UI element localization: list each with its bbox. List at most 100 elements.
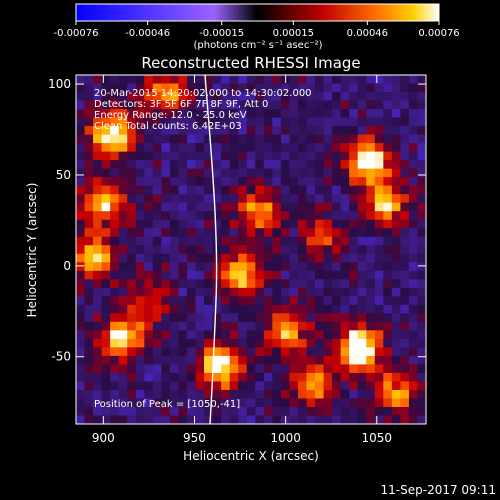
heatmap-cell <box>297 381 308 391</box>
heatmap-cell <box>186 228 197 238</box>
heatmap-cell <box>238 296 248 306</box>
heatmap-cell <box>323 330 333 340</box>
heatmap-cell <box>315 415 325 424</box>
heatmap-cell <box>84 398 94 408</box>
heatmap-cell <box>178 304 188 314</box>
heatmap-cell <box>255 270 265 280</box>
heatmap-cell <box>101 245 111 255</box>
heatmap-cell <box>263 92 273 102</box>
heatmap-cell <box>391 253 401 263</box>
heatmap-cell <box>340 100 350 110</box>
heatmap-cell <box>289 287 299 297</box>
heatmap-cell <box>135 253 145 263</box>
heatmap-cell <box>144 321 154 331</box>
heatmap-cell <box>212 134 222 144</box>
heatmap-cell <box>110 185 120 195</box>
heatmap-cell <box>374 236 384 246</box>
heatmap-cell <box>400 143 410 153</box>
heatmap-cell <box>118 253 128 263</box>
heatmap-cell <box>186 151 197 161</box>
heatmap-cell <box>127 270 137 280</box>
heatmap-cell <box>221 143 231 153</box>
heatmap-cell <box>118 355 128 366</box>
heatmap-cell <box>144 296 154 306</box>
heatmap-cell <box>323 109 333 119</box>
heatmap-cell <box>332 236 342 246</box>
heatmap-cell <box>93 287 103 297</box>
heatmap-cell <box>118 194 128 204</box>
heatmap-cell <box>204 347 214 357</box>
heatmap-cell <box>186 202 197 212</box>
heatmap-cell <box>366 406 376 417</box>
heatmap-cell <box>366 109 376 119</box>
heatmap-cell <box>110 304 120 314</box>
heatmap-cell <box>110 253 120 263</box>
heatmap-cell <box>169 228 180 238</box>
heatmap-cell <box>238 372 248 383</box>
heatmap-cell <box>417 381 426 391</box>
heatmap-cell <box>178 109 188 119</box>
heatmap-cell <box>93 406 103 417</box>
heatmap-cell <box>110 75 120 85</box>
heatmap-cell <box>195 211 205 221</box>
heatmap-cell <box>357 406 367 417</box>
heatmap-cell <box>195 202 205 212</box>
heatmap-cell <box>118 151 128 161</box>
heatmap-cell <box>400 134 410 144</box>
heatmap-cell <box>84 406 94 417</box>
heatmap-cell <box>255 389 265 400</box>
heatmap-cell <box>110 364 120 374</box>
heatmap-cell <box>152 330 162 340</box>
heatmap-cell <box>289 194 299 204</box>
heatmap-cell <box>306 287 316 297</box>
heatmap-cell <box>110 202 120 212</box>
heatmap-cell <box>84 347 94 357</box>
heatmap-cell <box>357 117 367 127</box>
heatmap-cell <box>280 253 291 263</box>
heatmap-cell <box>169 279 180 289</box>
annotation-time-range: 20-Mar-2015 14:20:02.000 to 14:30:02.000 <box>94 88 312 99</box>
heatmap-cell <box>349 168 359 178</box>
heatmap-cell <box>323 381 333 391</box>
heatmap-cell <box>357 83 367 93</box>
heatmap-cell <box>383 168 393 178</box>
heatmap-cell <box>161 134 171 144</box>
heatmap-cell <box>280 143 291 153</box>
heatmap-cell <box>332 194 342 204</box>
heatmap-cell <box>204 389 214 400</box>
heatmap-cell <box>135 245 145 255</box>
heatmap-cell <box>272 398 282 408</box>
heatmap-cell <box>238 236 248 246</box>
heatmap-cell <box>169 313 180 323</box>
heatmap-cell <box>306 177 316 187</box>
heatmap-cell <box>366 287 376 297</box>
heatmap-cell <box>212 219 222 229</box>
heatmap-cell <box>391 117 401 127</box>
heatmap-cell <box>246 117 256 127</box>
heatmap-cell <box>400 100 410 110</box>
heatmap-cell <box>76 279 86 289</box>
heatmap-cell <box>349 236 359 246</box>
heatmap-cell <box>255 313 265 323</box>
heatmap-cell <box>408 185 419 195</box>
heatmap-cell <box>315 83 325 93</box>
heatmap-cell <box>340 279 350 289</box>
heatmap-cell <box>169 389 180 400</box>
heatmap-cell <box>272 313 282 323</box>
heatmap-cell <box>417 304 426 314</box>
heatmap-cell <box>246 347 256 357</box>
heatmap-cell <box>221 415 231 424</box>
heatmap-cell <box>178 100 188 110</box>
heatmap-cell <box>417 389 426 400</box>
heatmap-cell <box>76 338 86 348</box>
heatmap-cell <box>238 151 248 161</box>
heatmap-cell <box>178 211 188 221</box>
heatmap-cell <box>297 211 308 221</box>
heatmap-cell <box>349 262 359 272</box>
heatmap-cell <box>101 364 111 374</box>
heatmap-cell <box>255 355 265 366</box>
heatmap-cell <box>135 287 145 297</box>
heatmap-cell <box>255 372 265 383</box>
heatmap-cell <box>144 194 154 204</box>
heatmap-cell <box>186 211 197 221</box>
